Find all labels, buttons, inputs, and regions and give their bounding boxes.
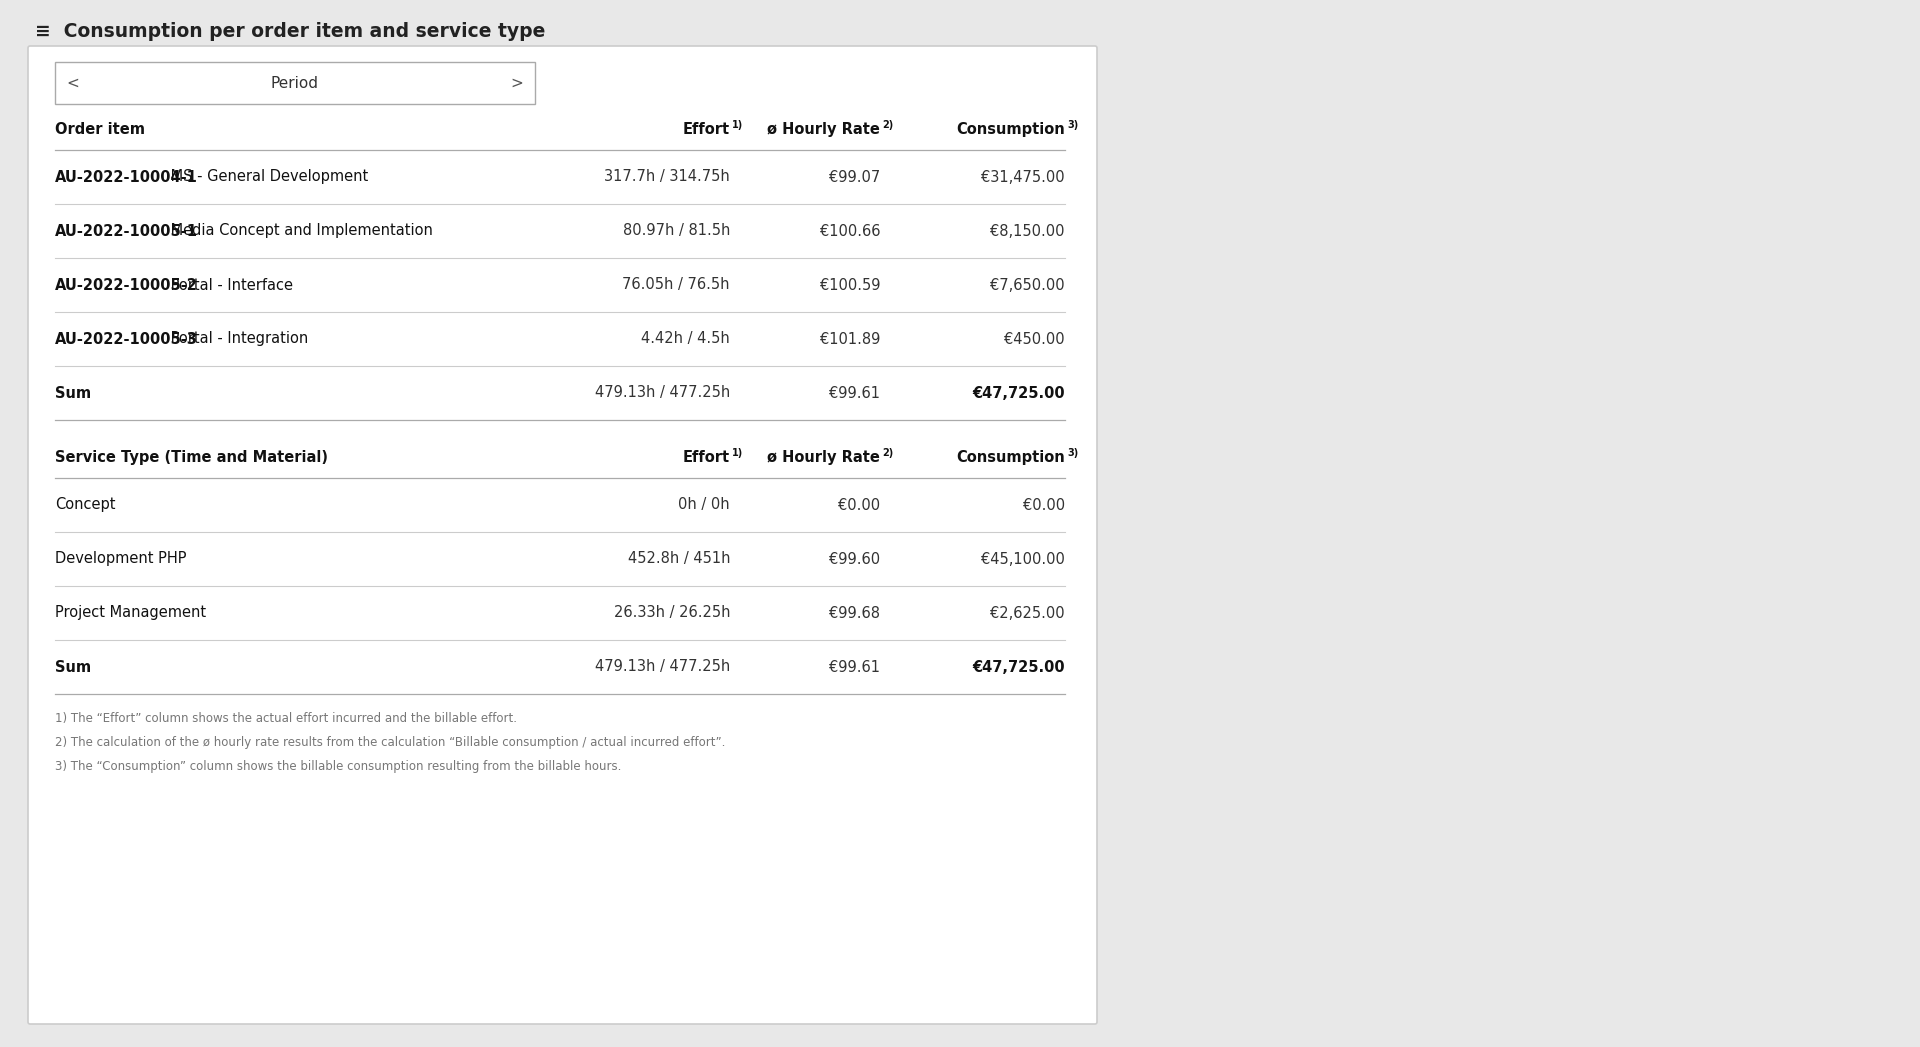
Text: €100.66: €100.66 [820, 223, 879, 239]
Text: Concept: Concept [56, 497, 115, 512]
Text: Project Management: Project Management [56, 605, 205, 621]
Text: ≡  Consumption per order item and service type: ≡ Consumption per order item and service… [35, 22, 545, 41]
Text: 2) The calculation of the ø hourly rate results from the calculation “Billable c: 2) The calculation of the ø hourly rate … [56, 736, 726, 749]
Text: €8,150.00: €8,150.00 [991, 223, 1066, 239]
Text: AU-2022-10005-1: AU-2022-10005-1 [56, 223, 198, 239]
Text: Order item: Order item [56, 122, 146, 137]
Text: 1): 1) [732, 120, 743, 130]
Text: Sum: Sum [56, 385, 90, 401]
Text: €47,725.00: €47,725.00 [972, 385, 1066, 401]
Text: Effort: Effort [684, 450, 730, 465]
Text: €100.59: €100.59 [820, 277, 879, 292]
Text: €7,650.00: €7,650.00 [991, 277, 1066, 292]
Text: Media Concept and Implementation: Media Concept and Implementation [165, 223, 432, 239]
Text: Sum: Sum [56, 660, 90, 674]
Text: €31,475.00: €31,475.00 [981, 170, 1066, 184]
Text: 80.97h / 81.5h: 80.97h / 81.5h [622, 223, 730, 239]
Text: €47,725.00: €47,725.00 [972, 660, 1066, 674]
Text: 2): 2) [881, 448, 893, 458]
Text: 317.7h / 314.75h: 317.7h / 314.75h [605, 170, 730, 184]
Text: €99.60: €99.60 [829, 552, 879, 566]
Text: €2,625.00: €2,625.00 [991, 605, 1066, 621]
Text: €99.07: €99.07 [829, 170, 879, 184]
Text: Portal - Integration: Portal - Integration [165, 332, 309, 347]
Text: €450.00: €450.00 [1004, 332, 1066, 347]
Text: €99.61: €99.61 [829, 385, 879, 401]
Text: 1): 1) [732, 448, 743, 458]
Text: 1) The “Effort” column shows the actual effort incurred and the billable effort.: 1) The “Effort” column shows the actual … [56, 712, 516, 725]
Text: 4.42h / 4.5h: 4.42h / 4.5h [641, 332, 730, 347]
Text: €99.68: €99.68 [829, 605, 879, 621]
Text: €0.00: €0.00 [1023, 497, 1066, 512]
Text: AU-2022-10004-1: AU-2022-10004-1 [56, 170, 198, 184]
FancyBboxPatch shape [56, 62, 536, 104]
Text: 479.13h / 477.25h: 479.13h / 477.25h [595, 660, 730, 674]
Text: ø Hourly Rate: ø Hourly Rate [768, 122, 879, 137]
Text: AU-2022-10005-3: AU-2022-10005-3 [56, 332, 198, 347]
Text: Consumption: Consumption [956, 122, 1066, 137]
Text: Development PHP: Development PHP [56, 552, 186, 566]
Text: 2): 2) [881, 120, 893, 130]
Text: MS - General Development: MS - General Development [165, 170, 369, 184]
Text: Period: Period [271, 75, 319, 90]
Text: Service Type (Time and Material): Service Type (Time and Material) [56, 450, 328, 465]
Text: 452.8h / 451h: 452.8h / 451h [628, 552, 730, 566]
Text: Portal - Interface: Portal - Interface [165, 277, 294, 292]
Text: AU-2022-10005-2: AU-2022-10005-2 [56, 277, 198, 292]
Text: 0h / 0h: 0h / 0h [678, 497, 730, 512]
Text: ø Hourly Rate: ø Hourly Rate [768, 450, 879, 465]
Text: >: > [511, 75, 524, 90]
Text: <: < [67, 75, 79, 90]
Text: €101.89: €101.89 [820, 332, 879, 347]
Text: 26.33h / 26.25h: 26.33h / 26.25h [614, 605, 730, 621]
Text: 76.05h / 76.5h: 76.05h / 76.5h [622, 277, 730, 292]
Text: €45,100.00: €45,100.00 [981, 552, 1066, 566]
Text: 479.13h / 477.25h: 479.13h / 477.25h [595, 385, 730, 401]
Text: 3): 3) [1068, 448, 1079, 458]
Text: 3): 3) [1068, 120, 1079, 130]
Text: €0.00: €0.00 [837, 497, 879, 512]
Text: 3) The “Consumption” column shows the billable consumption resulting from the bi: 3) The “Consumption” column shows the bi… [56, 760, 622, 773]
Text: Effort: Effort [684, 122, 730, 137]
Text: Consumption: Consumption [956, 450, 1066, 465]
Text: €99.61: €99.61 [829, 660, 879, 674]
FancyBboxPatch shape [29, 46, 1096, 1024]
